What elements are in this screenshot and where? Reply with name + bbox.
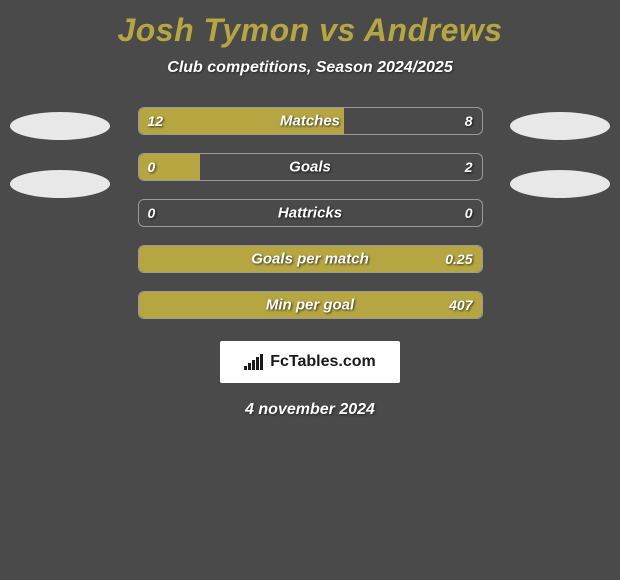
stat-value-left: 12: [148, 113, 164, 129]
brand-label: FcTables.com: [270, 353, 376, 371]
stat-value-left: 0: [148, 205, 156, 221]
stat-value-right: 8: [465, 113, 473, 129]
player-left-avatar: [10, 107, 110, 207]
stat-value-right: 2: [465, 159, 473, 175]
stat-bar: Matches 12 8: [138, 107, 483, 135]
stat-bar: Goals per match 0.25: [138, 245, 483, 273]
subtitle: Club competitions, Season 2024/2025: [167, 59, 452, 77]
stat-value-right: 0: [465, 205, 473, 221]
stat-label: Goals: [289, 159, 331, 176]
avatar-ellipse: [510, 112, 610, 140]
brand-badge[interactable]: FcTables.com: [220, 341, 400, 383]
stat-label: Goals per match: [251, 251, 369, 268]
stats-bars: Matches 12 8 Goals 0 2 Hattricks 0 0 Goals per ma…: [138, 107, 483, 319]
avatar-ellipse: [10, 112, 110, 140]
stat-label: Min per goal: [266, 297, 354, 314]
stat-value-right: 407: [449, 297, 472, 313]
stat-value-right: 0.25: [445, 251, 472, 267]
date-label: 4 november 2024: [245, 401, 375, 419]
comparison-card: Josh Tymon vs Andrews Club competitions,…: [0, 0, 620, 419]
stat-value-left: 0: [148, 159, 156, 175]
page-title: Josh Tymon vs Andrews: [117, 12, 502, 49]
stat-label: Matches: [280, 113, 340, 130]
avatar-ellipse: [510, 170, 610, 198]
comparison-row: Matches 12 8 Goals 0 2 Hattricks 0 0 Goals per ma…: [0, 107, 620, 319]
player-right-avatar: [510, 107, 610, 207]
avatar-ellipse: [10, 170, 110, 198]
stat-bar: Goals 0 2: [138, 153, 483, 181]
stat-label: Hattricks: [278, 205, 342, 222]
bars-icon: [244, 354, 264, 370]
stat-bar: Hattricks 0 0: [138, 199, 483, 227]
stat-bar: Min per goal 407: [138, 291, 483, 319]
